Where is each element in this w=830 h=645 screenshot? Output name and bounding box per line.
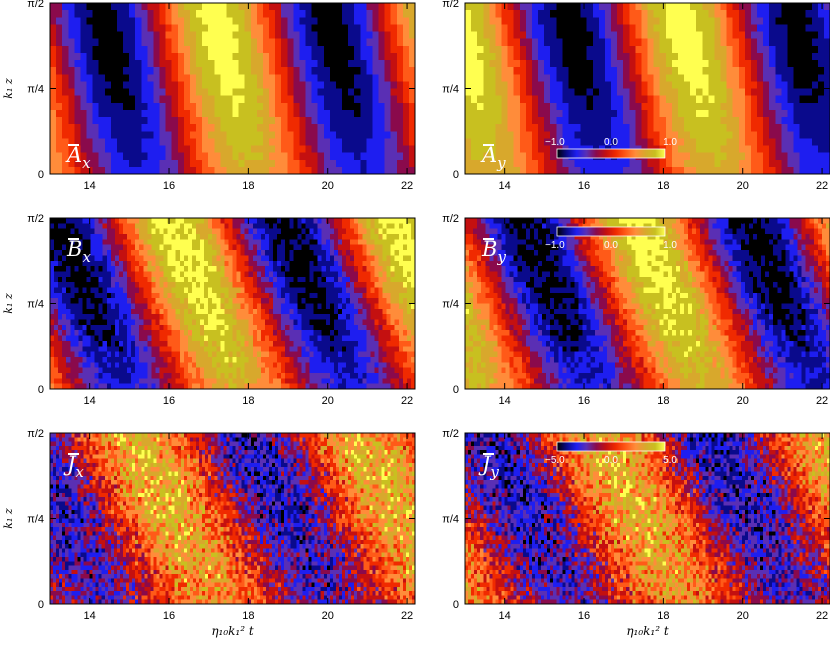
panel-label: Ay [480, 143, 506, 172]
x-tick-label: 20 [322, 180, 334, 192]
colorbar-tick-mid: 0.0 [604, 137, 618, 148]
y-tick-label: 0 [453, 384, 459, 396]
panel-jx: 14 16 18 20 22 0 π/4 π/2 k₁ z η₁₀k₁² t Jx [2, 428, 416, 638]
x-tick-label: 14 [499, 395, 511, 407]
x-tick-label: 14 [499, 180, 511, 192]
x-tick-label: 16 [578, 610, 590, 622]
heatmap-field [50, 433, 415, 604]
y-tick-label: π/4 [27, 299, 44, 311]
x-tick-label: 18 [242, 610, 254, 622]
panel-by: 14 16 18 20 22 0 π/4 π/2 By −1.0 0.0 1.0 [442, 213, 830, 407]
x-tick-label: 20 [737, 395, 749, 407]
x-tick-label: 14 [84, 610, 96, 622]
y-axis-label: k₁ z [2, 293, 15, 314]
panel-label: Ax [65, 143, 91, 172]
x-tick-label: 20 [322, 395, 334, 407]
y-tick-label: 0 [38, 599, 44, 611]
y-tick-label: π/2 [27, 428, 44, 440]
panel-label: Jx [63, 452, 84, 481]
panel-label-main: A [65, 143, 82, 167]
y-tick-label: 0 [453, 599, 459, 611]
panel-label-subscript: x [82, 154, 91, 172]
x-tick-label: 14 [499, 610, 511, 622]
colorbar-gradient [556, 441, 666, 452]
colorbar-tick-max: 1.0 [663, 240, 677, 251]
y-tick-label: π/2 [442, 0, 459, 10]
colorbar-tick-mid: 0.0 [604, 240, 618, 251]
colorbar: −1.0 0.0 1.0 [545, 137, 677, 159]
heatmap-field [50, 218, 415, 389]
x-tick-label: 20 [737, 610, 749, 622]
panel-ax: 14 16 18 20 22 0 π/4 π/2 k₁ z Ax [2, 0, 416, 192]
heatmap-field [465, 433, 830, 604]
y-tick-label: π/4 [442, 299, 459, 311]
panel-ay: 14 16 18 20 22 0 π/4 π/2 Ay −1.0 0.0 1.0 [442, 0, 830, 192]
x-tick-label: 18 [242, 180, 254, 192]
panel-label-subscript: x [75, 463, 84, 481]
colorbar-tick-max: 1.0 [663, 137, 677, 148]
y-axis-label: k₁ z [2, 78, 15, 99]
x-tick-label: 16 [163, 610, 175, 622]
colorbar-gradient [556, 148, 666, 159]
x-tick-label: 18 [657, 180, 669, 192]
y-tick-label: π/4 [442, 84, 459, 96]
y-tick-label: π/4 [442, 514, 459, 526]
x-tick-label: 20 [322, 610, 334, 622]
panel-label-main: A [480, 143, 497, 167]
colorbar: −5.0 0.0 5.0 [545, 441, 677, 466]
heatmap-field [465, 218, 830, 389]
x-tick-label: 16 [163, 180, 175, 192]
x-tick-label: 22 [401, 180, 413, 192]
colorbar-gradient [556, 226, 666, 237]
heatmap-field [465, 3, 830, 174]
panel-label-subscript: y [496, 248, 506, 266]
panel-label-main: J [63, 452, 77, 476]
panel-bx: 14 16 18 20 22 0 π/4 π/2 k₁ z Bx [2, 213, 416, 407]
colorbar-tick-min: −1.0 [545, 137, 565, 148]
y-tick-label: π/4 [27, 514, 44, 526]
x-axis-label: η₁₀k₁² t [626, 624, 669, 638]
y-tick-label: π/2 [442, 428, 459, 440]
x-tick-label: 18 [657, 395, 669, 407]
x-tick-label: 18 [657, 610, 669, 622]
colorbar: −1.0 0.0 1.0 [545, 226, 677, 251]
x-tick-label: 16 [578, 180, 590, 192]
y-tick-label: 0 [453, 169, 459, 181]
y-tick-label: 0 [38, 384, 44, 396]
x-tick-label: 16 [578, 395, 590, 407]
y-tick-label: π/2 [27, 213, 44, 225]
x-tick-label: 16 [163, 395, 175, 407]
heatmap-field [50, 3, 415, 174]
panel-label: Jy [478, 452, 499, 481]
x-tick-label: 22 [816, 395, 828, 407]
x-tick-label: 22 [816, 610, 828, 622]
x-axis-label: η₁₀k₁² t [211, 624, 254, 638]
y-axis-label: k₁ z [2, 508, 15, 529]
y-tick-label: π/2 [442, 213, 459, 225]
x-tick-label: 18 [242, 395, 254, 407]
colorbar-tick-min: −1.0 [545, 240, 565, 251]
y-tick-label: π/4 [27, 84, 44, 96]
x-tick-label: 14 [84, 395, 96, 407]
x-tick-label: 22 [401, 610, 413, 622]
panel-label: By [481, 237, 506, 266]
colorbar-tick-min: −5.0 [545, 455, 565, 466]
panel-label: Bx [66, 237, 91, 266]
panel-label-main: B [66, 237, 82, 261]
x-tick-label: 20 [737, 180, 749, 192]
panel-label-main: B [481, 237, 497, 261]
y-tick-label: 0 [38, 169, 44, 181]
panel-jy: 14 16 18 20 22 0 π/4 π/2 η₁₀k₁² t Jy −5.0 0.0 5.0 [442, 428, 830, 638]
panel-label-subscript: y [496, 154, 506, 172]
colorbar-tick-mid: 0.0 [604, 455, 618, 466]
x-tick-label: 22 [816, 180, 828, 192]
x-tick-label: 22 [401, 395, 413, 407]
panel-label-main: J [478, 452, 492, 476]
panel-label-subscript: x [82, 248, 91, 266]
panel-label-subscript: y [489, 463, 499, 481]
colorbar-tick-max: 5.0 [663, 455, 677, 466]
x-tick-label: 14 [84, 180, 96, 192]
y-tick-label: π/2 [27, 0, 44, 10]
